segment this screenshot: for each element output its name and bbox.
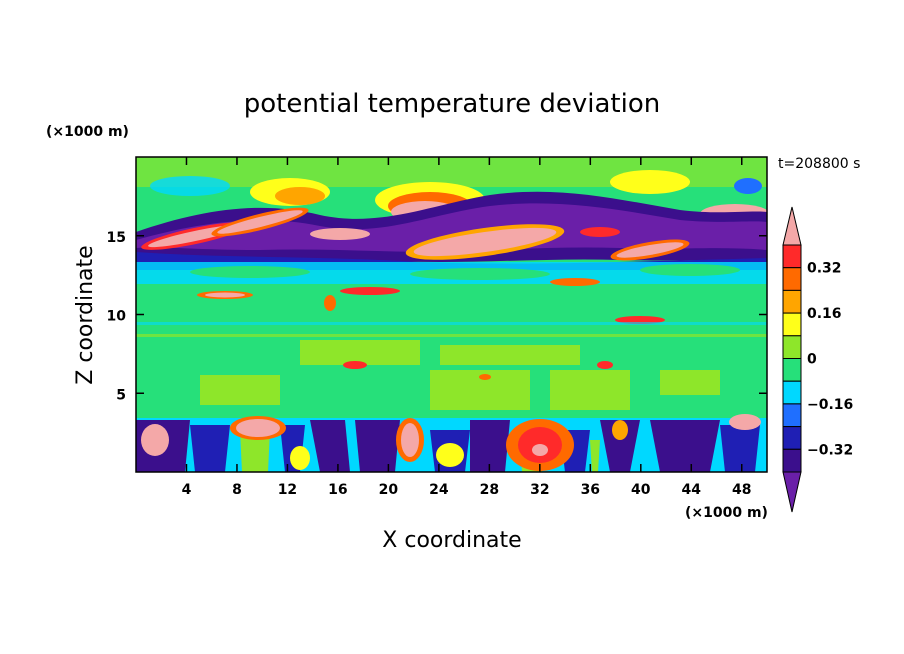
x-tick-label: 20 [379, 482, 399, 498]
colorbar-tick-label: −0.32 [807, 442, 853, 458]
mid-lightgreen-1 [300, 340, 420, 365]
x-tick-label: 28 [480, 482, 499, 498]
thermal-pink-1 [141, 424, 169, 456]
upper-cyan-blob-1 [150, 176, 230, 196]
warm-patch-1-core [205, 292, 245, 298]
warm-patch-2 [340, 287, 400, 295]
pink-ridge-4-core [616, 242, 684, 258]
mid-stripe-1 [136, 322, 767, 325]
y-tick-label: 10 [107, 309, 127, 325]
y-tick-label: 5 [116, 387, 126, 403]
cyan-wave-2 [410, 268, 550, 280]
colorbar-swatch [782, 380, 802, 405]
thermal-pink-4-spot [532, 444, 548, 456]
mid-stripe-2 [136, 334, 767, 337]
upper-orange-blob-1 [275, 187, 325, 205]
mid-lightgreen-3 [200, 375, 280, 405]
boundary-layer-purple-cells [136, 420, 720, 472]
mid-warm-dot-3 [479, 374, 491, 380]
colorbar-tick-label: −0.16 [807, 397, 853, 413]
warm-patch-5 [324, 295, 336, 311]
colorbar-tick-label: 0.16 [807, 306, 842, 322]
colorbar-swatch [782, 267, 802, 291]
colorbar: 0.32 0.16 0 −0.16 −0.32 [782, 206, 853, 513]
warm-patch-3 [550, 278, 600, 286]
x-tick-label: 24 [429, 482, 449, 498]
x-tick-label: 36 [581, 482, 600, 498]
y-axis-label: Z coordinate [73, 245, 98, 384]
thermal-yellow-7 [290, 446, 310, 470]
colorbar-swatch [782, 312, 802, 337]
x-unit-label: (×1000 m) [685, 505, 768, 521]
x-axis-ticks: 4 8 12 16 20 24 28 32 36 40 44 48 [182, 157, 752, 498]
thermal-yellow-6 [436, 443, 464, 467]
colorbar-extend-max [782, 206, 802, 246]
x-tick-label: 8 [232, 482, 242, 498]
mid-warm-dot-1 [343, 361, 367, 369]
time-label: t=208800 s [778, 156, 860, 172]
pink-ridge-3-core [413, 227, 557, 257]
pink-ridge-5 [310, 228, 370, 240]
colorbar-swatch [782, 403, 802, 428]
mid-warm-dot-2 [597, 361, 613, 369]
x-tick-label: 32 [530, 482, 549, 498]
mid-lightgreen-6 [660, 370, 720, 395]
x-tick-label: 44 [682, 482, 702, 498]
thermal-pink-3-core [401, 423, 419, 457]
colorbar-tick-label: 0 [807, 352, 817, 368]
x-axis-label: X coordinate [382, 528, 521, 553]
x-tick-label: 16 [328, 482, 347, 498]
tropopause-violet-band [136, 203, 767, 252]
pink-ridge-2-core [217, 210, 303, 234]
x-tick-label: 48 [732, 482, 751, 498]
pink-ridge-6 [580, 227, 620, 237]
thermal-pink-5 [729, 414, 761, 430]
colorbar-swatch [782, 335, 802, 359]
chart-title: potential temperature deviation [244, 89, 660, 119]
upper-blue-blob-1 [734, 178, 762, 194]
mid-lightgreen-2 [440, 345, 580, 365]
thermal-pink-2-core [236, 419, 280, 437]
mid-lightgreen-5 [550, 370, 630, 410]
x-tick-label: 40 [631, 482, 651, 498]
colorbar-swatch [782, 358, 802, 382]
colorbar-swatch [782, 244, 802, 269]
contour-field [136, 157, 767, 472]
y-axis-ticks: 5 10 15 [107, 230, 767, 403]
x-tick-label: 4 [182, 482, 192, 498]
y-tick-label: 15 [107, 230, 126, 246]
cyan-wave-1 [190, 266, 310, 278]
colorbar-swatch [782, 426, 802, 450]
colorbar-extend-min [782, 471, 802, 513]
colorbar-swatch [782, 448, 802, 473]
x-tick-label: 12 [278, 482, 297, 498]
y-unit-label: (×1000 m) [46, 124, 129, 140]
colorbar-tick-label: 0.32 [807, 261, 842, 277]
upper-yellow-blob-3 [610, 170, 690, 194]
thermal-orange-8 [612, 420, 628, 440]
cyan-wave-3 [640, 264, 740, 276]
colorbar-swatch [782, 289, 802, 314]
